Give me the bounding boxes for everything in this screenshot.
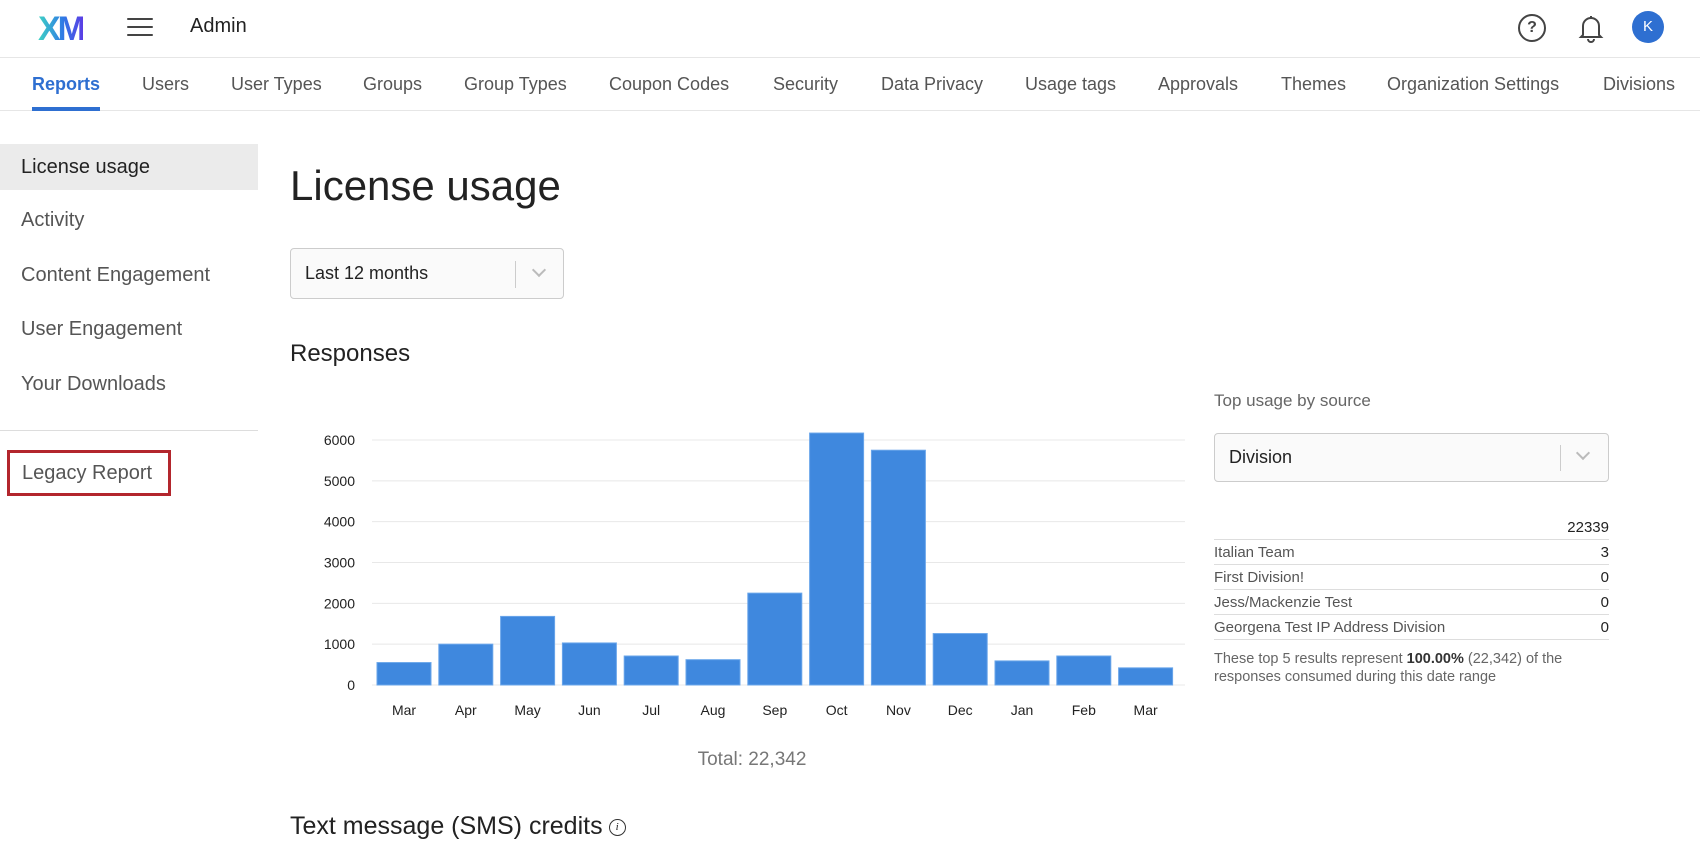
select-separator <box>1560 445 1561 471</box>
table-row: First Division! 0 <box>1214 565 1609 590</box>
sms-heading-text: Text message (SMS) credits <box>290 812 603 840</box>
y-tick-label: 4000 <box>324 514 355 530</box>
row-name: Jess/Mackenzie Test <box>1214 594 1353 611</box>
tab-divisions[interactable]: Divisions <box>1603 74 1676 94</box>
bar <box>561 642 617 686</box>
bar <box>809 432 865 686</box>
bell-icon[interactable] <box>1578 13 1604 43</box>
tab-coupon-codes[interactable]: Coupon Codes <box>609 74 730 94</box>
avatar[interactable]: K <box>1632 11 1664 43</box>
x-tick-label: Apr <box>455 702 477 718</box>
tab-users[interactable]: Users <box>142 74 190 94</box>
tab-organization-settings[interactable]: Organization Settings <box>1387 74 1560 94</box>
bar <box>500 615 556 686</box>
date-range-select[interactable]: Last 12 months <box>290 248 564 299</box>
sidebar-item-your-downloads[interactable]: Your Downloads <box>21 373 166 395</box>
bar <box>1056 655 1112 686</box>
chart-total: Total: 22,342 <box>697 749 807 770</box>
sidebar-item-content-engagement[interactable]: Content Engagement <box>21 264 211 286</box>
responses-heading: Responses <box>290 340 411 367</box>
x-tick-label: Aug <box>701 702 726 718</box>
bar <box>747 592 803 686</box>
xm-logo[interactable]: XM <box>38 10 86 48</box>
y-tick-label: 5000 <box>324 473 355 489</box>
tab-user-types[interactable]: User Types <box>231 74 322 94</box>
top-usage-label: Top usage by source <box>1214 391 1371 410</box>
table-row: Italian Team 3 <box>1214 540 1609 565</box>
tab-groups[interactable]: Groups <box>363 74 423 94</box>
bar <box>870 449 926 686</box>
row-value: 0 <box>1600 619 1609 636</box>
sidebar-item-legacy-report[interactable]: Legacy Report <box>7 450 171 496</box>
x-tick-label: Mar <box>1134 702 1158 718</box>
tab-data-privacy[interactable]: Data Privacy <box>881 74 984 94</box>
x-tick-label: Jul <box>642 702 660 718</box>
source-select-value: Division <box>1229 447 1293 467</box>
chevron-down-icon <box>1575 445 1591 461</box>
bar <box>1118 667 1174 686</box>
select-separator <box>515 261 516 288</box>
row-name: First Division! <box>1214 569 1305 586</box>
top-bar: XM Admin ? K <box>0 0 1700 58</box>
y-tick-label: 1000 <box>324 636 355 652</box>
x-tick-label: Nov <box>886 702 911 718</box>
bar <box>376 662 432 686</box>
y-tick-label: 3000 <box>324 555 355 571</box>
x-tick-label: Sep <box>762 702 787 718</box>
row-name: Italian Team <box>1214 544 1295 561</box>
x-tick-label: Mar <box>392 702 416 718</box>
tab-security[interactable]: Security <box>773 74 839 94</box>
tab-approvals[interactable]: Approvals <box>1158 74 1239 94</box>
usage-total: 22339 <box>1567 519 1609 536</box>
row-value: 3 <box>1600 544 1609 561</box>
note-text: (22,342) of the responses consumed durin… <box>1214 651 1563 685</box>
note-percent: 100.00% <box>1406 651 1464 667</box>
bar <box>994 660 1050 686</box>
top-usage-note: These top 5 results represent 100.00% (2… <box>1214 650 1609 686</box>
bar <box>685 659 741 686</box>
x-tick-label: Feb <box>1072 702 1096 718</box>
source-select[interactable]: Division <box>1214 433 1609 482</box>
sidebar-item-user-engagement[interactable]: User Engagement <box>21 318 183 340</box>
tab-group-types[interactable]: Group Types <box>464 74 567 94</box>
chevron-down-icon <box>531 262 547 278</box>
page-title: License usage <box>290 162 561 209</box>
row-value: 0 <box>1600 569 1609 586</box>
x-tick-label: Dec <box>948 702 973 718</box>
date-range-value: Last 12 months <box>305 263 429 283</box>
menu-icon[interactable] <box>127 18 153 38</box>
sidebar-item-license-usage[interactable]: License usage <box>0 144 258 190</box>
bar <box>623 655 679 686</box>
x-tick-label: Oct <box>826 702 848 718</box>
bar <box>932 633 988 686</box>
row-value: 0 <box>1600 594 1609 611</box>
tab-reports[interactable]: Reports <box>32 74 101 111</box>
x-tick-label: Jan <box>1011 702 1034 718</box>
responses-bar-chart: 0 1000 2000 3000 4000 5000 6000 Mar Apr May Jun Jul… <box>324 432 1185 718</box>
top-usage-table: 22339 Italian Team 3 First Division! 0 Jess/… <box>1214 515 1609 640</box>
x-tick-label: Jun <box>578 702 601 718</box>
app-title: Admin <box>190 15 247 37</box>
row-name: Georgena Test IP Address Division <box>1214 619 1446 636</box>
info-icon[interactable]: i <box>608 818 626 836</box>
bar <box>438 643 494 686</box>
y-tick-label: 0 <box>347 677 355 693</box>
note-text: These top 5 results represent <box>1214 651 1407 667</box>
x-tick-label: May <box>514 702 540 718</box>
table-row: Georgena Test IP Address Division 0 <box>1214 615 1609 640</box>
sms-heading: Text message (SMS) credits i <box>290 812 626 841</box>
tab-themes[interactable]: Themes <box>1281 74 1347 94</box>
y-tick-label: 2000 <box>324 595 355 611</box>
tab-usage-tags[interactable]: Usage tags <box>1025 74 1117 94</box>
table-row: Jess/Mackenzie Test 0 <box>1214 590 1609 615</box>
admin-tabs: Reports Users User Types Groups Group Types C… <box>0 58 1700 111</box>
sidebar-divider <box>0 430 258 431</box>
sidebar-item-activity[interactable]: Activity <box>21 209 85 231</box>
help-icon[interactable]: ? <box>1518 14 1546 42</box>
y-tick-label: 6000 <box>324 432 355 448</box>
